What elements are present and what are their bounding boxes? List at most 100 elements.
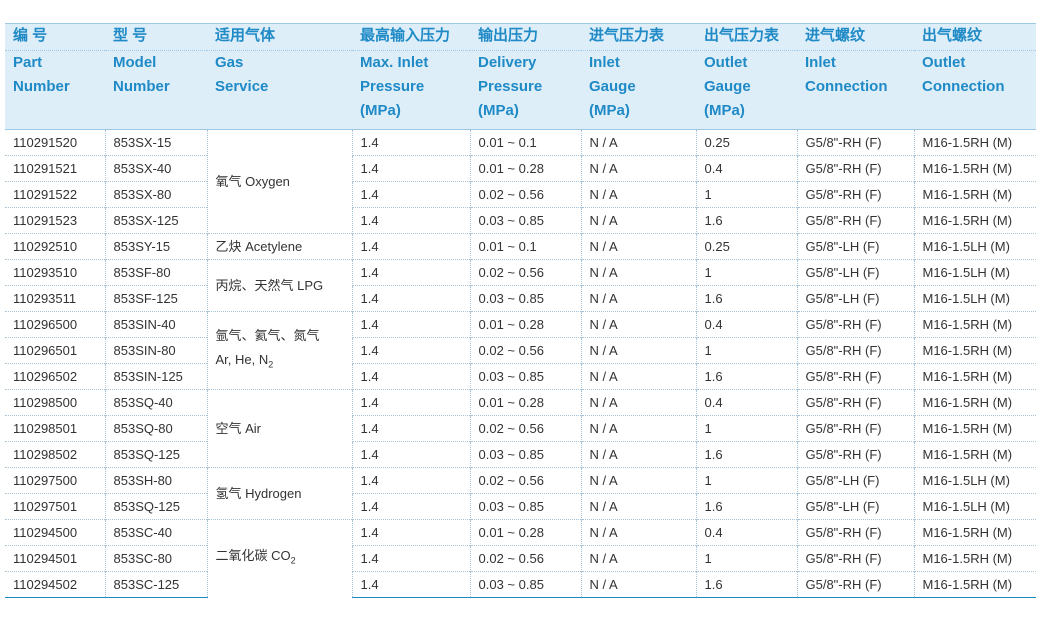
table-row: 110293511 853SF-125 1.4 0.03 ~ 0.85 N / A 1.6… xyxy=(5,285,1036,312)
cell-max-inlet: 1.4 xyxy=(351,493,470,520)
cell-max-inlet: 1.4 xyxy=(351,207,470,234)
header-en-line: Model xyxy=(113,54,157,71)
gas-line-2: Ar, He, N xyxy=(215,352,269,368)
cell-outlet-conn: M16-1.5RH (M) xyxy=(913,129,1036,156)
header-en-line: Inlet xyxy=(805,54,836,71)
header-en-line: Number xyxy=(113,78,170,95)
cell-outlet-gauge: 1.6 xyxy=(695,207,797,234)
table-row: 110298500 853SQ-40 空气 Air 1.4 0.01 ~ 0.28 N /… xyxy=(5,389,1036,468)
cell-part: 110296502 xyxy=(5,363,105,390)
header-en-7: Inlet Connection xyxy=(797,50,914,130)
table-body: 110291520 853SX-15 氧气 Oxygen 1.4 0.01 ~ 0.1 N… xyxy=(5,129,1036,598)
cell-delivery: 0.03 ~ 0.85 xyxy=(469,285,581,312)
cell-inlet-gauge: N / A xyxy=(580,571,696,598)
cell-outlet-conn: M16-1.5RH (M) xyxy=(913,545,1036,572)
cell-outlet-conn: M16-1.5LH (M) xyxy=(913,467,1036,494)
cell-outlet-conn: M16-1.5RH (M) xyxy=(913,155,1036,182)
cell-outlet-conn: M16-1.5LH (M) xyxy=(913,493,1036,520)
table-row: 110292510 853SY-15 乙炔 Acetylene 1.4 0.01 ~ 0… xyxy=(5,233,1036,260)
cell-model: 853SQ-125 xyxy=(104,441,207,468)
table-row: 110291521 853SX-40 1.4 0.01 ~ 0.28 N / A 0.4 G… xyxy=(5,155,1036,182)
cell-inlet-gauge: N / A xyxy=(580,441,696,468)
gas-line-1: 氢气 Hydrogen xyxy=(215,485,302,501)
cell-delivery: 0.02 ~ 0.56 xyxy=(469,415,581,442)
cell-delivery: 0.03 ~ 0.85 xyxy=(469,571,581,598)
cell-model: 853SQ-80 xyxy=(104,415,207,442)
gas-line-1: 乙炔 Acetylene xyxy=(215,238,303,254)
cell-part: 110298500 xyxy=(5,389,105,416)
cell-outlet-gauge: 1.6 xyxy=(695,493,797,520)
header-en-line xyxy=(922,99,1036,123)
header-zh-5: 进气压力表 xyxy=(581,23,696,51)
cell-max-inlet: 1.4 xyxy=(351,233,470,260)
cell-outlet-conn: M16-1.5LH (M) xyxy=(913,233,1036,260)
cell-model: 853SIN-40 xyxy=(104,311,207,338)
cell-inlet-gauge: N / A xyxy=(580,493,696,520)
gas-line-1: 氧气 Oxygen xyxy=(215,173,290,189)
header-zh-8: 出气螺纹 xyxy=(914,23,1036,51)
cell-delivery: 0.01 ~ 0.1 xyxy=(469,129,581,156)
header-zh-1: 型 号 xyxy=(105,23,207,51)
header-en-line: Pressure xyxy=(478,78,543,95)
cell-inlet-gauge: N / A xyxy=(580,129,696,156)
cell-inlet-gauge: N / A xyxy=(580,233,696,260)
cell-outlet-conn: M16-1.5LH (M) xyxy=(913,259,1036,286)
gas-subscript: 2 xyxy=(290,556,296,567)
cell-inlet-conn: G5/8"-RH (F) xyxy=(796,311,914,338)
cell-inlet-conn: G5/8"-RH (F) xyxy=(796,389,914,416)
cell-inlet-conn: G5/8"-LH (F) xyxy=(796,467,914,494)
header-en-4: Delivery Pressure (MPa) xyxy=(470,50,581,130)
header-en-line: Gauge xyxy=(704,78,751,95)
header-en-line: Inlet xyxy=(589,54,620,71)
cell-outlet-conn: M16-1.5RH (M) xyxy=(913,415,1036,442)
cell-inlet-conn: G5/8"-LH (F) xyxy=(796,259,914,286)
cell-inlet-gauge: N / A xyxy=(580,207,696,234)
cell-outlet-gauge: 0.4 xyxy=(695,155,797,182)
cell-outlet-gauge: 1.6 xyxy=(695,285,797,312)
gas-line-1: 丙烷、天然气 LPG xyxy=(215,277,324,293)
cell-outlet-gauge: 1 xyxy=(695,545,797,572)
cell-part: 110298501 xyxy=(5,415,105,442)
cell-gas-service: 丙烷、天然气 LPG xyxy=(206,259,352,312)
header-en-line: (MPa) xyxy=(360,102,401,119)
header-en-8: Outlet Connection xyxy=(914,50,1036,130)
header-en-line xyxy=(805,99,914,123)
cell-max-inlet: 1.4 xyxy=(351,415,470,442)
cell-inlet-conn: G5/8"-RH (F) xyxy=(796,181,914,208)
header-en-line xyxy=(13,99,105,123)
cell-gas-service: 二氧化碳 CO2 xyxy=(206,519,352,598)
header-en-line: (MPa) xyxy=(589,102,630,119)
cell-max-inlet: 1.4 xyxy=(351,545,470,572)
cell-outlet-gauge: 0.25 xyxy=(695,129,797,156)
cell-part: 110294502 xyxy=(5,571,105,598)
cell-model: 853SC-125 xyxy=(104,571,207,598)
header-zh-3: 最高输入压力 xyxy=(352,23,470,51)
cell-delivery: 0.03 ~ 0.85 xyxy=(469,441,581,468)
table-row: 110294502 853SC-125 1.4 0.03 ~ 0.85 N / A 1.6… xyxy=(5,571,1036,598)
header-en-3: Max. Inlet Pressure (MPa) xyxy=(352,50,470,130)
cell-delivery: 0.02 ~ 0.56 xyxy=(469,545,581,572)
cell-delivery: 0.03 ~ 0.85 xyxy=(469,207,581,234)
cell-inlet-conn: G5/8"-RH (F) xyxy=(796,207,914,234)
cell-outlet-gauge: 1 xyxy=(695,415,797,442)
cell-max-inlet: 1.4 xyxy=(351,155,470,182)
cell-max-inlet: 1.4 xyxy=(351,285,470,312)
cell-part: 110291522 xyxy=(5,181,105,208)
cell-part: 110297500 xyxy=(5,467,105,494)
cell-max-inlet: 1.4 xyxy=(351,519,470,546)
cell-inlet-gauge: N / A xyxy=(580,285,696,312)
header-zh-7: 进气螺纹 xyxy=(797,23,914,51)
table-row: 110294500 853SC-40 二氧化碳 CO2 1.4 0.01 ~ 0.28 N… xyxy=(5,519,1036,598)
cell-delivery: 0.02 ~ 0.56 xyxy=(469,181,581,208)
header-en-line: Part xyxy=(13,54,43,71)
header-en-line: Gas xyxy=(215,54,244,71)
cell-part: 110296500 xyxy=(5,311,105,338)
cell-max-inlet: 1.4 xyxy=(351,389,470,416)
cell-model: 853SF-125 xyxy=(104,285,207,312)
table-row: 110297501 853SQ-125 1.4 0.03 ~ 0.85 N / A 1.6… xyxy=(5,493,1036,520)
cell-max-inlet: 1.4 xyxy=(351,129,470,156)
cell-inlet-conn: G5/8"-LH (F) xyxy=(796,285,914,312)
cell-model: 853SC-80 xyxy=(104,545,207,572)
gas-line-1: 空气 Air xyxy=(215,420,262,436)
table-row: 110298501 853SQ-80 1.4 0.02 ~ 0.56 N / A 1 G5/… xyxy=(5,415,1036,442)
